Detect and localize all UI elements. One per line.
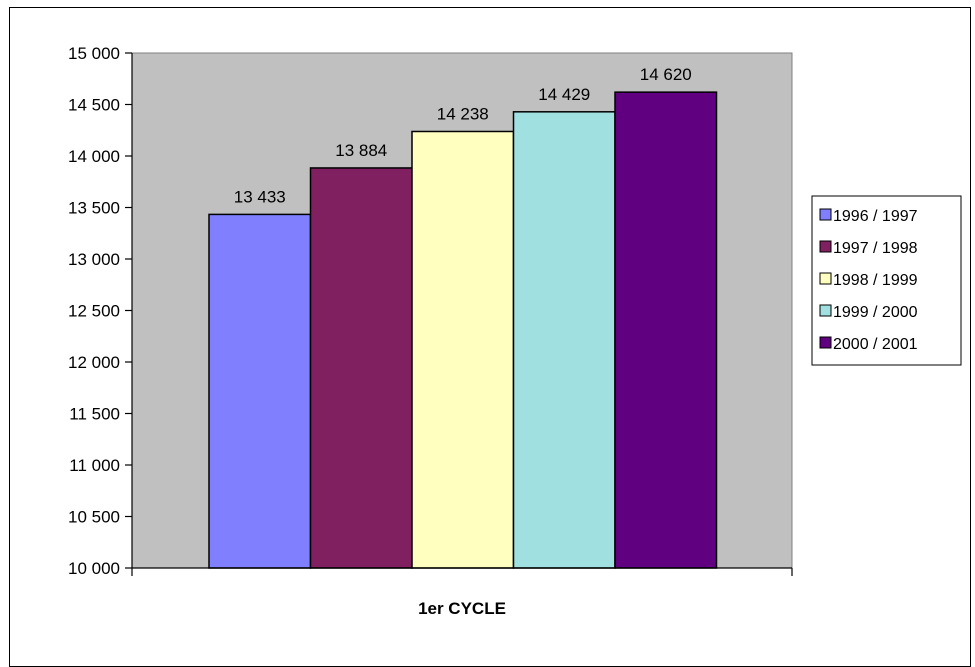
bar (512, 111, 616, 569)
legend-label: 1997 / 1998 (833, 240, 918, 257)
legend-swatch (819, 240, 832, 253)
bar (411, 130, 515, 569)
data-label: 14 429 (538, 85, 590, 104)
y-tick-label: 11 000 (69, 456, 120, 475)
x-category-label: 1er CYCLE (418, 599, 506, 618)
y-tick-label: 12 000 (68, 353, 120, 372)
data-label: 13 884 (335, 141, 387, 160)
bar (614, 91, 718, 569)
y-tick-label: 10 000 (68, 559, 120, 578)
y-tick-label: 12 500 (68, 302, 120, 321)
y-tick-label: 15 000 (68, 44, 120, 63)
y-tick-label: 14 000 (68, 147, 120, 166)
legend-label: 2000 / 2001 (833, 336, 918, 353)
legend-box (811, 195, 962, 366)
data-label: 14 620 (640, 65, 692, 84)
bar-chart: 13 433 13 884 14 238 14 429 14 620 15 000 14 5… (68, 44, 962, 618)
bar (208, 213, 312, 569)
legend-swatch (819, 208, 832, 221)
y-tick-label: 10 500 (68, 508, 120, 527)
legend-label: 1998 / 1999 (833, 272, 918, 289)
legend-label: 1996 / 1997 (833, 208, 918, 225)
y-tick-label: 11 500 (69, 405, 120, 424)
bar (309, 167, 413, 569)
y-tick-label: 13 500 (68, 199, 120, 218)
legend-swatch (819, 272, 832, 285)
y-tick-label: 14 500 (68, 96, 120, 115)
legend-swatch (819, 304, 832, 317)
y-tick-label: 13 000 (68, 250, 120, 269)
data-label: 13 433 (234, 187, 286, 206)
data-label: 14 238 (437, 104, 489, 123)
legend-swatch (819, 336, 832, 349)
legend-label: 1999 / 2000 (833, 304, 918, 321)
